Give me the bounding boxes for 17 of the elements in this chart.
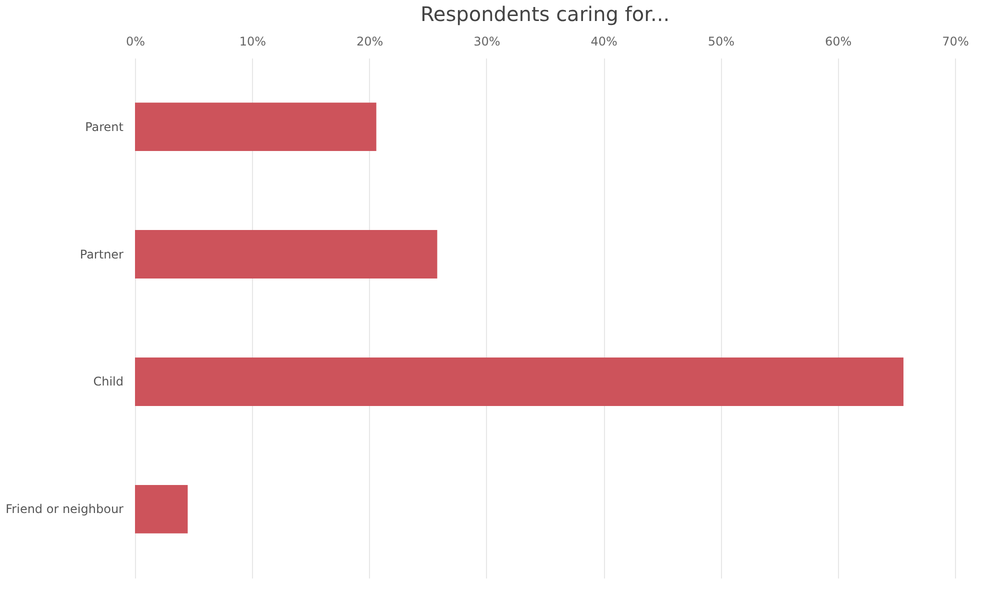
bar bbox=[135, 230, 438, 278]
x-tick-label: 40% bbox=[590, 34, 618, 48]
x-tick-label: 60% bbox=[825, 34, 852, 48]
y-tick-label: Friend or neighbour bbox=[6, 502, 124, 516]
chart-title: Respondents caring for... bbox=[420, 2, 670, 26]
y-tick-label: Partner bbox=[80, 247, 124, 262]
x-tick-label: 0% bbox=[126, 34, 146, 48]
x-tick-label: 10% bbox=[239, 34, 266, 48]
x-tick-label: 20% bbox=[356, 34, 384, 48]
bar bbox=[135, 358, 904, 406]
y-tick-label: Parent bbox=[85, 120, 124, 134]
x-tick-label: 30% bbox=[474, 34, 500, 48]
y-tick-label: Child bbox=[93, 374, 124, 389]
bar bbox=[135, 484, 188, 534]
x-tick-label: 50% bbox=[708, 34, 735, 48]
bar bbox=[135, 102, 376, 152]
x-tick-label: 70% bbox=[942, 34, 969, 48]
